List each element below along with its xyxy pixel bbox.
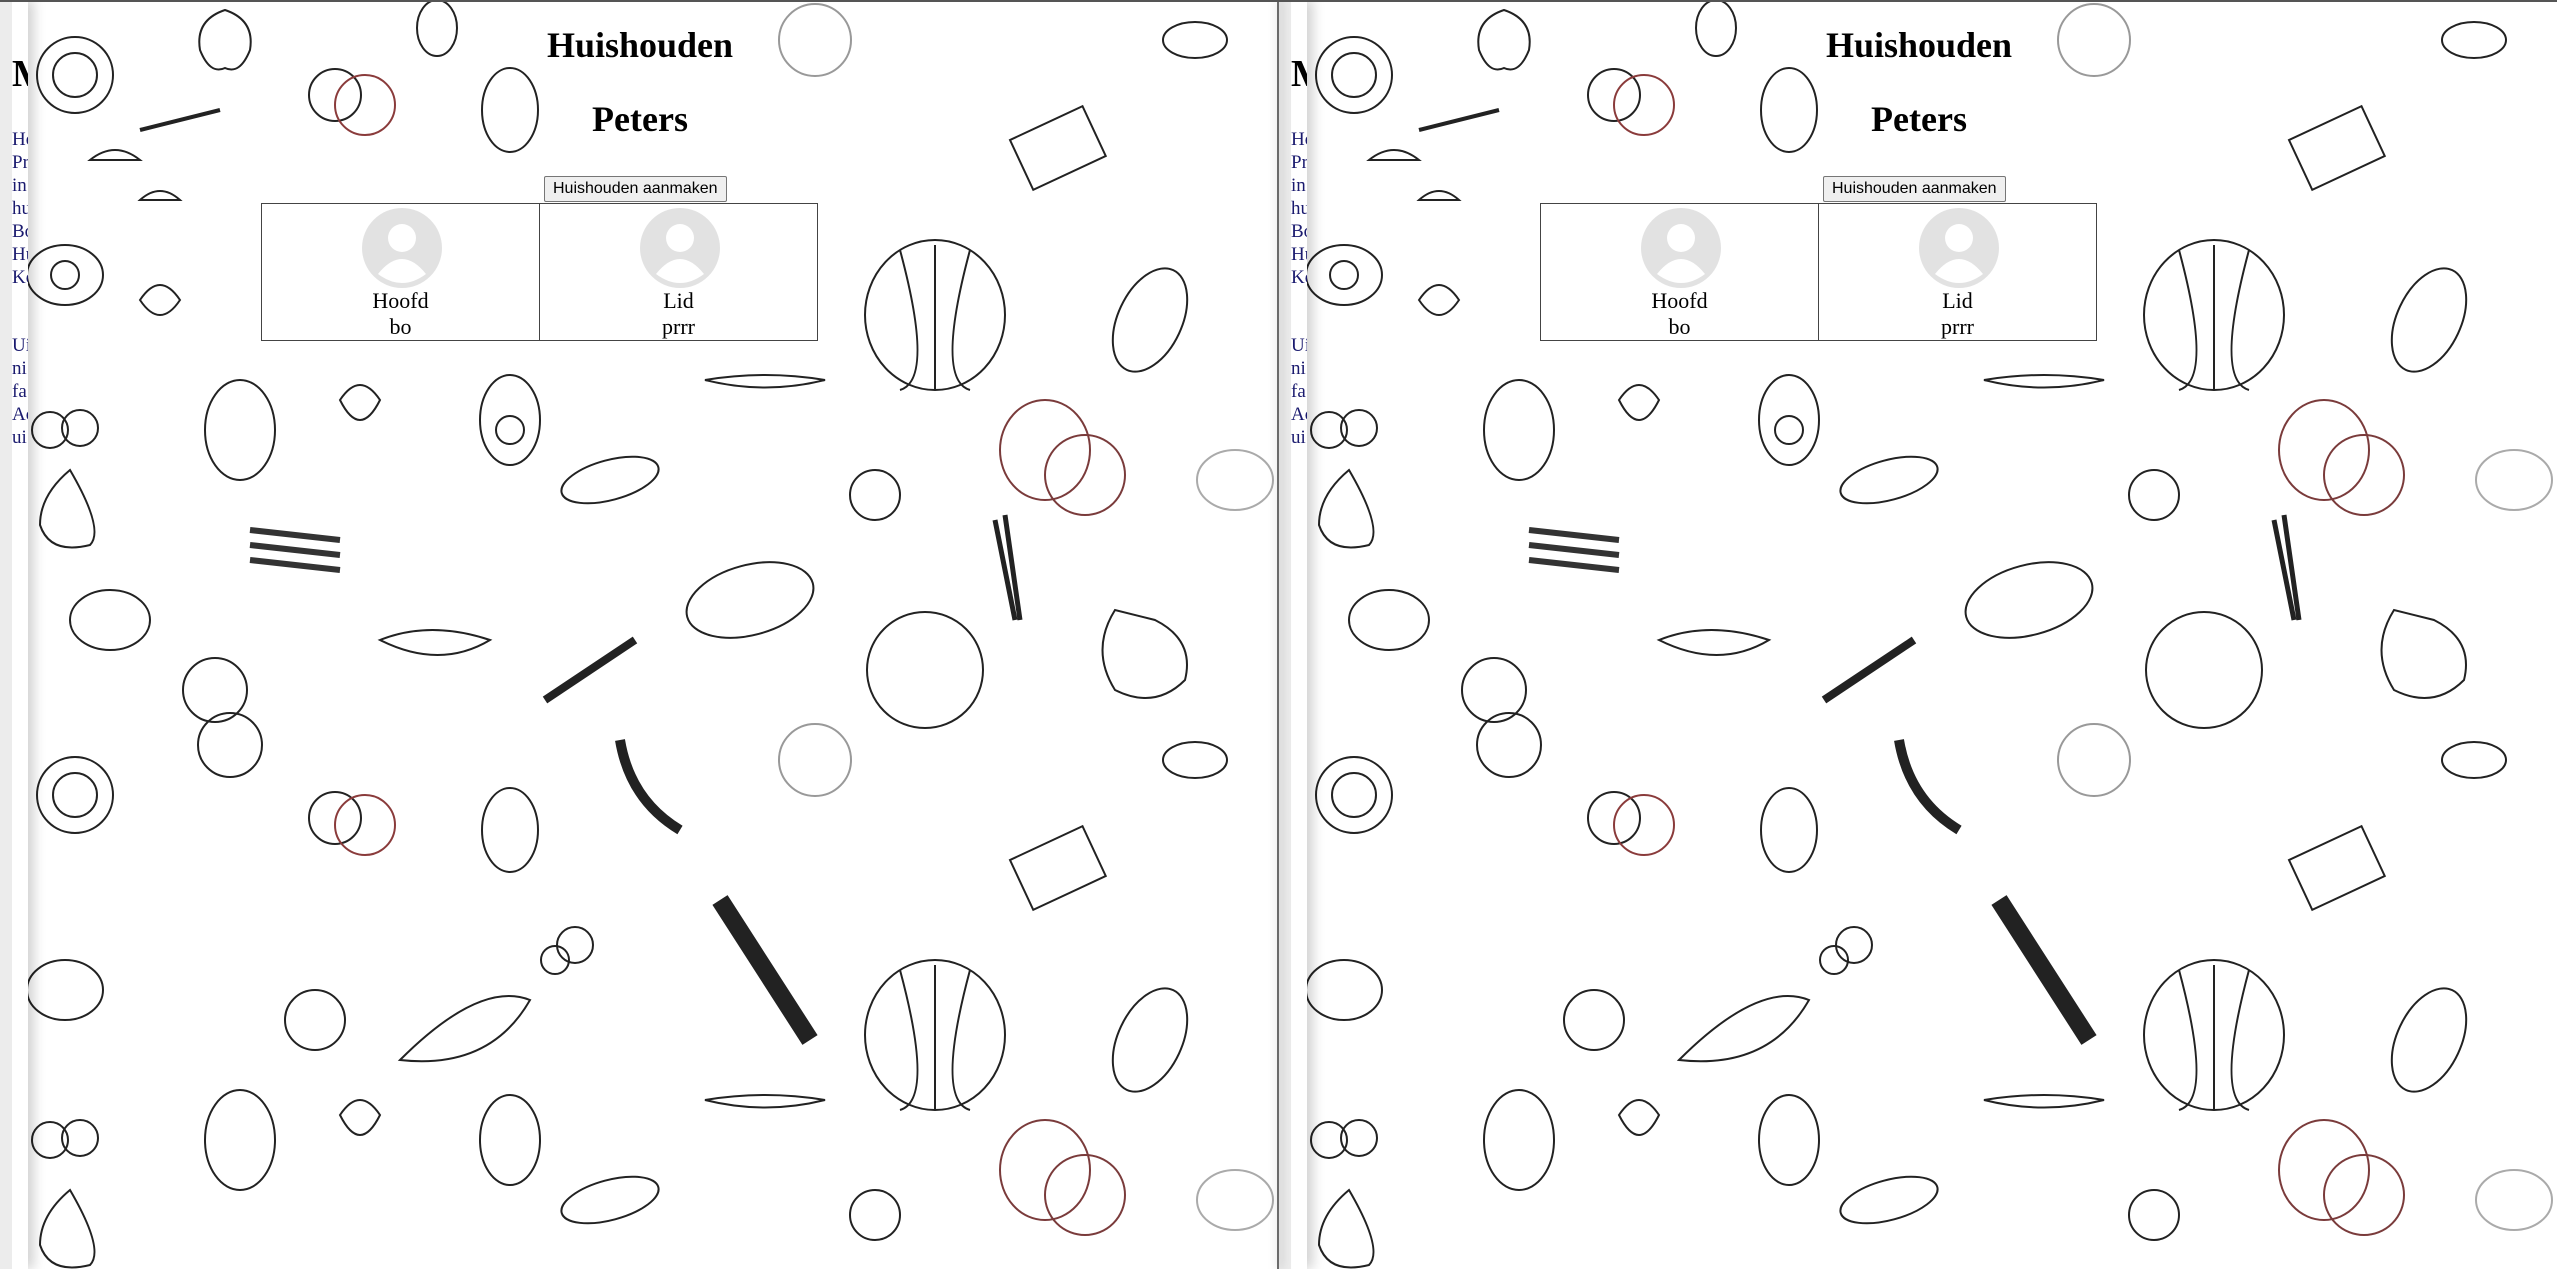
vegetable-pattern-background: [26, 0, 1274, 1269]
member-role: Lid: [1942, 288, 1973, 313]
member-role: Hoofd: [1651, 288, 1708, 313]
drawer-nav-list-secondary: Ui ni fa Ac ui: [12, 334, 28, 449]
drawer-link[interactable]: Ko: [1291, 267, 1307, 288]
drawer-link[interactable]: Ho: [12, 129, 28, 150]
drawer-link[interactable]: hu: [1291, 198, 1307, 219]
drawer-link[interactable]: in: [1291, 175, 1306, 196]
member-role: Hoofd: [372, 288, 429, 313]
member-card[interactable]: Hoofd bo: [261, 203, 540, 341]
side-drawer: M Ho Pr in hu Bo Hu Ko Ui ni fa Ac ui: [1279, 0, 1307, 1269]
drawer-link[interactable]: in: [12, 175, 27, 196]
member-name: bo: [389, 314, 412, 339]
pane-divider[interactable]: [1277, 0, 1279, 1269]
member-name: prrr: [1941, 314, 1974, 339]
member-name: prrr: [662, 314, 695, 339]
drawer-link[interactable]: Ho: [1291, 129, 1307, 150]
member-name: bo: [1668, 314, 1691, 339]
user-avatar-icon: [640, 208, 720, 288]
drawer-link[interactable]: Ui: [1291, 335, 1307, 356]
member-card[interactable]: Hoofd bo: [1540, 203, 1819, 341]
side-drawer: M Ho Pr in hu Bo Hu Ko Ui ni fa Ac ui: [0, 0, 28, 1269]
drawer-link[interactable]: Pr: [12, 152, 28, 173]
user-avatar-icon: [1641, 208, 1721, 288]
drawer-link[interactable]: Ac: [12, 404, 28, 425]
page-title: Huishouden: [1825, 25, 2013, 65]
vegetable-pattern-background: [1305, 0, 2553, 1269]
drawer-link[interactable]: ni: [12, 358, 27, 379]
drawer-link[interactable]: Pr: [1291, 152, 1307, 173]
member-card[interactable]: Lid prrr: [539, 203, 818, 341]
drawer-link[interactable]: Bo: [12, 221, 28, 242]
drawer-link[interactable]: Ui: [12, 335, 28, 356]
drawer-nav-list-secondary: Ui ni fa Ac ui: [1291, 334, 1307, 449]
browser-pane-right: M Ho Pr in hu Bo Hu Ko Ui ni fa Ac ui Hu…: [1279, 0, 2557, 1269]
drawer-link[interactable]: ni: [1291, 358, 1306, 379]
drawer-nav-list: Ho Pr in hu Bo Hu Ko: [1291, 128, 1307, 289]
drawer-title: M: [1291, 52, 1307, 96]
household-page: Huishouden Peters Huishouden aanmaken Ho…: [1279, 0, 2557, 1269]
create-household-button[interactable]: Huishouden aanmaken: [544, 176, 727, 202]
drawer-scroll-strip: [0, 0, 12, 1269]
drawer-link[interactable]: Ac: [1291, 404, 1307, 425]
drawer-link[interactable]: Hu: [1291, 244, 1307, 265]
drawer-title: M: [12, 52, 28, 96]
member-list: Hoofd bo Lid prrr: [1540, 203, 2097, 341]
household-name: Peters: [1871, 99, 1967, 139]
window-top-border: [0, 0, 2557, 2]
drawer-link[interactable]: Hu: [12, 244, 28, 265]
household-page: Huishouden Peters Huishouden aanmaken Ho…: [0, 0, 1278, 1269]
page-title: Huishouden: [546, 25, 734, 65]
browser-pane-left: M Ho Pr in hu Bo Hu Ko Ui ni fa Ac ui Hu…: [0, 0, 1278, 1269]
drawer-scroll-strip: [1279, 0, 1291, 1269]
drawer-link[interactable]: fa: [1291, 381, 1306, 402]
drawer-link[interactable]: Ko: [12, 267, 28, 288]
household-name: Peters: [592, 99, 688, 139]
drawer-link[interactable]: Bo: [1291, 221, 1307, 242]
user-avatar-icon: [1919, 208, 1999, 288]
drawer-nav-list: Ho Pr in hu Bo Hu Ko: [12, 128, 28, 289]
create-household-button[interactable]: Huishouden aanmaken: [1823, 176, 2006, 202]
member-list: Hoofd bo Lid prrr: [261, 203, 818, 341]
user-avatar-icon: [362, 208, 442, 288]
drawer-link[interactable]: ui: [1291, 427, 1306, 448]
member-role: Lid: [663, 288, 694, 313]
member-card[interactable]: Lid prrr: [1818, 203, 2097, 341]
drawer-link[interactable]: fa: [12, 381, 27, 402]
drawer-link[interactable]: hu: [12, 198, 28, 219]
drawer-link[interactable]: ui: [12, 427, 27, 448]
